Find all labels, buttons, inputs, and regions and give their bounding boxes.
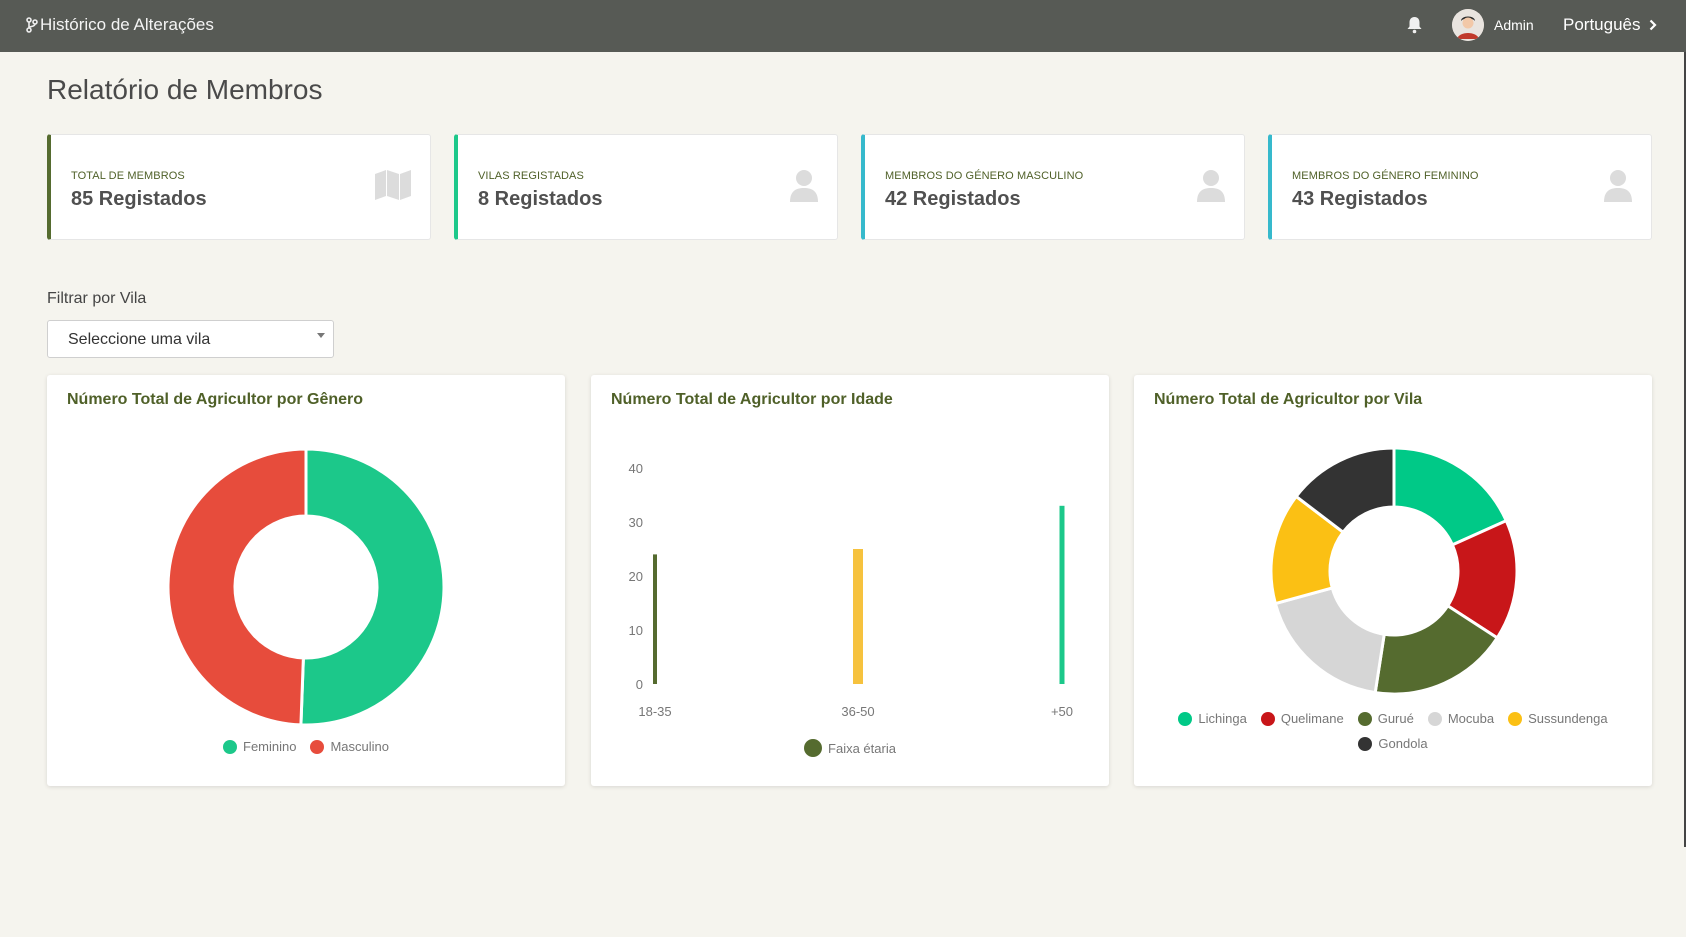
chart-legend: Lichinga Quelimane Gurué Mocuba Sussundenga G… bbox=[1163, 711, 1623, 751]
user-icon bbox=[1604, 170, 1632, 202]
village-chart-card: Número Total de Agricultor por Vila Lich… bbox=[1134, 375, 1652, 786]
chart-title: Número Total de Agricultor por Idade bbox=[611, 391, 893, 408]
x-tick-label: +50 bbox=[1051, 704, 1073, 719]
y-tick-label: 20 bbox=[629, 569, 643, 584]
legend-label: Gondola bbox=[1378, 736, 1428, 751]
code-branch-icon bbox=[26, 17, 38, 33]
stat-value: 43 Registados bbox=[1292, 188, 1428, 210]
legend-item[interactable]: Faixa étaria bbox=[804, 739, 896, 757]
legend-swatch bbox=[804, 739, 823, 757]
stat-label: Membros do Género Feminino bbox=[1292, 170, 1479, 182]
village-select-value: Seleccione uma vila bbox=[68, 331, 211, 348]
y-tick-label: 30 bbox=[629, 515, 643, 530]
filter-label: Filtrar por Vila bbox=[47, 290, 147, 307]
age-chart-card: Número Total de Agricultor por Idade 0 10… bbox=[591, 375, 1109, 786]
gender-slice-masculino[interactable] bbox=[166, 447, 308, 727]
legend-label: Masculino bbox=[330, 739, 389, 754]
user-menu[interactable]: Admin bbox=[1452, 9, 1534, 41]
chart-title: Número Total de Agricultor por Gênero bbox=[67, 391, 364, 408]
legend-swatch bbox=[1358, 736, 1373, 751]
legend-label: Lichinga bbox=[1198, 711, 1247, 726]
x-tick-label: 18-35 bbox=[638, 704, 671, 719]
y-tick-label: 10 bbox=[629, 623, 643, 638]
stat-card-villages: Vilas Registadas 8 Registados bbox=[454, 134, 838, 240]
legend-swatch bbox=[1357, 711, 1372, 726]
legend-item[interactable]: Lichinga bbox=[1178, 711, 1247, 726]
bar-18-35[interactable] bbox=[653, 554, 657, 684]
village-slice-gondola[interactable] bbox=[1294, 446, 1396, 535]
language-selector[interactable]: Português bbox=[1563, 15, 1657, 35]
caret-down-icon bbox=[317, 333, 325, 338]
gender-slice-feminino[interactable] bbox=[299, 447, 446, 727]
legend-item[interactable]: Gurué bbox=[1357, 711, 1414, 726]
stat-card-female-members: Membros do Género Feminino 43 Registados bbox=[1268, 134, 1652, 240]
bar--50[interactable] bbox=[1059, 505, 1065, 684]
top-navbar: Histórico de Alterações Admin Português bbox=[0, 0, 1686, 52]
y-tick-label: 0 bbox=[636, 677, 643, 692]
avatar-image bbox=[1452, 9, 1484, 41]
stat-value: 42 Registados bbox=[885, 188, 1021, 210]
legend-item[interactable]: Sussundenga bbox=[1508, 711, 1608, 726]
legend-item[interactable]: Gondola bbox=[1358, 736, 1428, 751]
gender-chart-card: Número Total de Agricultor por Gênero Fe… bbox=[47, 375, 565, 786]
legend-swatch bbox=[1508, 711, 1523, 726]
chevron-right-icon bbox=[1649, 19, 1657, 31]
history-link[interactable]: Histórico de Alterações bbox=[26, 15, 214, 35]
user-name: Admin bbox=[1494, 17, 1534, 33]
stat-card-total-members: Total de Membros 85 Registados bbox=[47, 134, 431, 240]
history-label: Histórico de Alterações bbox=[40, 15, 214, 34]
legend-label: Faixa étaria bbox=[828, 740, 896, 756]
stat-label: Vilas Registadas bbox=[478, 170, 584, 182]
chart-legend: Faixa étaria bbox=[591, 739, 1109, 757]
y-tick-label: 40 bbox=[629, 461, 643, 476]
legend-label: Sussundenga bbox=[1528, 711, 1608, 726]
chart-title: Número Total de Agricultor por Vila bbox=[1154, 391, 1423, 408]
stat-value: 8 Registados bbox=[478, 188, 603, 210]
language-label: Português bbox=[1563, 15, 1641, 34]
legend-item[interactable]: Quelimane bbox=[1260, 711, 1344, 726]
legend-swatch bbox=[310, 739, 325, 754]
village-slice-mocuba[interactable] bbox=[1273, 586, 1386, 695]
map-icon bbox=[375, 170, 411, 200]
age-bar-chart: 0 10 20 30 40 18-35 36-50 +50 bbox=[629, 461, 1074, 719]
legend-item[interactable]: Mocuba bbox=[1427, 711, 1495, 726]
legend-label: Quelimane bbox=[1280, 711, 1344, 726]
village-select[interactable]: Seleccione uma vila bbox=[47, 320, 334, 358]
gender-donut-chart bbox=[166, 447, 446, 727]
village-donut-chart bbox=[1269, 446, 1519, 696]
bell-icon[interactable] bbox=[1406, 16, 1423, 34]
legend-label: Mocuba bbox=[1447, 711, 1495, 726]
user-icon bbox=[790, 170, 818, 202]
bar-36-50[interactable] bbox=[853, 549, 863, 684]
user-icon bbox=[1197, 170, 1225, 202]
avatar bbox=[1452, 9, 1484, 41]
x-tick-label: 36-50 bbox=[841, 704, 874, 719]
legend-label: Gurué bbox=[1377, 711, 1414, 726]
stat-value: 85 Registados bbox=[71, 188, 207, 210]
legend-swatch bbox=[1178, 711, 1193, 726]
chart-legend: Feminino Masculino bbox=[47, 739, 565, 754]
legend-swatch bbox=[223, 739, 237, 754]
legend-label: Feminino bbox=[243, 739, 297, 754]
legend-swatch bbox=[1427, 711, 1442, 726]
legend-item[interactable]: Feminino bbox=[223, 739, 296, 754]
stat-card-male-members: Membros do Género Masculino 42 Registado… bbox=[861, 134, 1245, 240]
scrollbar[interactable] bbox=[1684, 52, 1686, 847]
page-title: Relatório de Membros bbox=[47, 74, 323, 105]
legend-swatch bbox=[1260, 711, 1275, 726]
legend-item[interactable]: Masculino bbox=[310, 739, 389, 754]
stat-label: Membros do Género Masculino bbox=[885, 170, 1084, 182]
stat-label: Total de Membros bbox=[71, 170, 185, 182]
